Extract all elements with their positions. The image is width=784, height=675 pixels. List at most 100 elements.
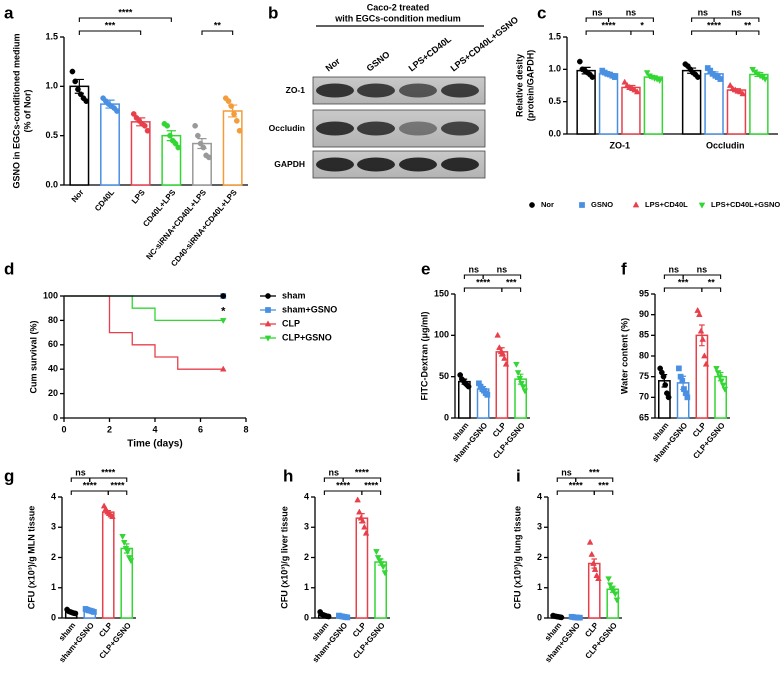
blot-band (316, 83, 354, 98)
significance-label: **** (602, 20, 617, 30)
significance-label: **** (118, 7, 133, 17)
legend-marker (265, 293, 271, 299)
point (611, 74, 618, 80)
error-bar (340, 615, 346, 618)
significance-bracket (201, 30, 234, 35)
point (684, 394, 691, 401)
y-tick-label: 0.5 (548, 96, 561, 106)
x-tick-label: 0 (61, 424, 66, 434)
y-tick-label: 0 (537, 612, 542, 622)
error-bar (717, 371, 724, 382)
point (591, 565, 599, 572)
error-bar (68, 610, 75, 614)
panel-letter: b (268, 3, 278, 22)
y-tick-label: 3 (51, 522, 56, 532)
y-tick-label: 2 (51, 552, 56, 562)
point (761, 76, 769, 83)
significance-label: ns (75, 467, 86, 477)
y-tick-label: 85 (639, 330, 649, 340)
bar (704, 73, 724, 135)
blot-title: with EGCs-condition medium (334, 13, 461, 23)
point (721, 386, 729, 393)
panel-letter: a (4, 3, 14, 22)
error-bar (517, 373, 524, 385)
panel-letter: c (537, 3, 546, 22)
bar (576, 69, 596, 135)
legend-label: Nor (541, 200, 554, 209)
point (696, 311, 703, 317)
point (589, 74, 596, 80)
significance-label: ns (626, 7, 637, 17)
point (144, 127, 151, 134)
point (83, 98, 90, 104)
point (514, 370, 522, 377)
significance-bracket (691, 30, 738, 35)
point (558, 614, 565, 621)
significance-label: ns (697, 264, 708, 274)
significance-label: ns (328, 467, 339, 477)
point (120, 540, 128, 547)
significance-label: ** (708, 277, 716, 287)
legend-label: sham (282, 290, 306, 300)
error-bar (680, 375, 686, 391)
point (195, 132, 201, 139)
x-tick-label: Occludin (706, 140, 745, 150)
y-tick-label: 150 (434, 288, 449, 298)
y-axis-label: GSNO in EGCs-conditioned medium (11, 33, 21, 188)
significance-label: ns (698, 7, 709, 17)
error-bar (609, 585, 616, 593)
y-tick-label: 80 (48, 315, 58, 325)
blot-band (357, 83, 395, 98)
y-tick-label: 0 (51, 612, 56, 622)
legend-label: LPS+CD40L (645, 200, 688, 209)
point (233, 118, 240, 124)
error-bar (554, 615, 561, 618)
error-bar (105, 99, 115, 109)
y-axis-label: (% of Nor) (22, 90, 32, 133)
point (354, 496, 361, 503)
annotation: * (221, 305, 226, 317)
error-bar (604, 71, 614, 76)
significance-bracket (663, 287, 703, 292)
significance-bracket (89, 477, 128, 482)
significance-label: **** (476, 277, 491, 287)
point (695, 74, 701, 80)
error-bar (321, 613, 328, 617)
legend-label: GSNO (591, 200, 613, 209)
error-bar (197, 138, 207, 150)
point (325, 613, 332, 620)
panel-letter: e (421, 259, 430, 278)
significance-bracket (713, 17, 760, 22)
point (501, 354, 508, 361)
error-bar (648, 75, 658, 79)
point (502, 360, 510, 367)
bar (100, 103, 120, 186)
point (576, 58, 583, 65)
y-tick-label: 0.0 (45, 179, 58, 189)
significance-bracket (70, 490, 109, 495)
legend-marker (529, 202, 535, 208)
y-axis-label: FITC-Dextran (μg/ml) (419, 311, 429, 400)
significance-label: ** (214, 20, 222, 30)
point (665, 394, 672, 401)
error-bar (687, 67, 697, 74)
y-tick-label: 0.0 (548, 128, 561, 138)
error-bar (228, 104, 238, 118)
point (621, 78, 628, 85)
y-tick-label: 0 (53, 412, 58, 422)
y-tick-label: 3 (537, 522, 542, 532)
significance-bracket (701, 287, 722, 292)
point (586, 538, 594, 545)
significance-label: *** (598, 480, 609, 490)
y-tick-label: 0 (304, 612, 309, 622)
point (362, 529, 370, 536)
y-tick-label: 1.5 (45, 31, 58, 41)
significance-label: **** (569, 480, 584, 490)
blot-band (316, 121, 354, 136)
band-label: GAPDH (274, 159, 305, 169)
blot-band (399, 121, 437, 136)
blot-band (357, 157, 395, 172)
blot-band (441, 83, 479, 98)
error-bar (461, 378, 468, 385)
point (361, 523, 368, 530)
